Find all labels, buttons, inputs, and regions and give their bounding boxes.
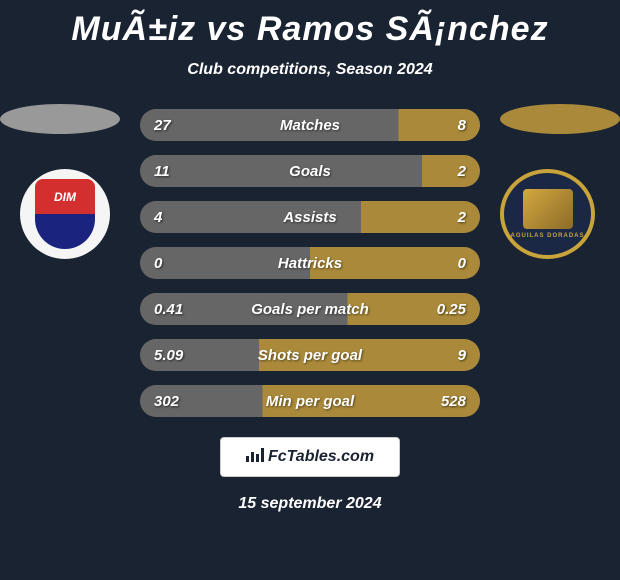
stat-row: 0.41 Goals per match 0.25 [140, 293, 480, 325]
stat-label: Assists [283, 209, 336, 226]
content-area: DIM AGUILAS DORADAS 27 Matches 8 11 Goals 2 4 A… [0, 109, 620, 513]
stat-label: Hattricks [278, 255, 342, 272]
stat-row: 0 Hattricks 0 [140, 247, 480, 279]
stat-label: Goals [289, 163, 331, 180]
stat-row: 302 Min per goal 528 [140, 385, 480, 417]
stat-value-left: 302 [154, 393, 179, 410]
header: MuÃ±iz vs Ramos SÃ¡nchez Club competitio… [0, 0, 620, 79]
stat-label: Shots per goal [258, 347, 362, 364]
stat-label: Min per goal [266, 393, 354, 410]
stat-value-right: 0 [458, 255, 466, 272]
stat-value-left: 4 [154, 209, 162, 226]
source-logo-text: FcTables.com [268, 448, 374, 466]
dim-shield-bottom [35, 214, 95, 249]
stats-list: 27 Matches 8 11 Goals 2 4 Assists 2 0 Hattricks 0 0.… [140, 109, 480, 417]
stat-row: 11 Goals 2 [140, 155, 480, 187]
dim-badge: DIM [20, 169, 110, 259]
stat-value-left: 11 [154, 163, 170, 180]
chart-icon [246, 448, 264, 467]
page-subtitle: Club competitions, Season 2024 [0, 61, 620, 79]
source-logo: FcTables.com [220, 437, 400, 477]
dim-shield: DIM [35, 179, 95, 249]
stat-label: Matches [280, 117, 340, 134]
stat-value-right: 2 [458, 209, 466, 226]
footer-date: 15 september 2024 [0, 495, 620, 513]
stat-row: 5.09 Shots per goal 9 [140, 339, 480, 371]
stat-value-right: 0.25 [437, 301, 466, 318]
accent-ellipse-left [0, 104, 120, 134]
stat-value-left: 0 [154, 255, 162, 272]
stat-row: 4 Assists 2 [140, 201, 480, 233]
stat-value-right: 2 [458, 163, 466, 180]
accent-ellipse-right [500, 104, 620, 134]
aguilas-emblem [523, 189, 573, 229]
stat-value-right: 528 [441, 393, 466, 410]
aguilas-text: AGUILAS DORADAS [510, 233, 584, 239]
aguilas-badge: AGUILAS DORADAS [500, 169, 595, 259]
team-badge-right: AGUILAS DORADAS [500, 169, 600, 259]
page-title: MuÃ±iz vs Ramos SÃ¡nchez [0, 10, 620, 49]
team-badge-left: DIM [20, 169, 120, 259]
stat-value-left: 27 [154, 117, 171, 134]
stat-value-right: 8 [458, 117, 466, 134]
stat-label: Goals per match [251, 301, 369, 318]
dim-shield-top: DIM [35, 179, 95, 214]
stat-row: 27 Matches 8 [140, 109, 480, 141]
stat-value-right: 9 [458, 347, 466, 364]
stat-value-left: 0.41 [154, 301, 183, 318]
stat-value-left: 5.09 [154, 347, 183, 364]
